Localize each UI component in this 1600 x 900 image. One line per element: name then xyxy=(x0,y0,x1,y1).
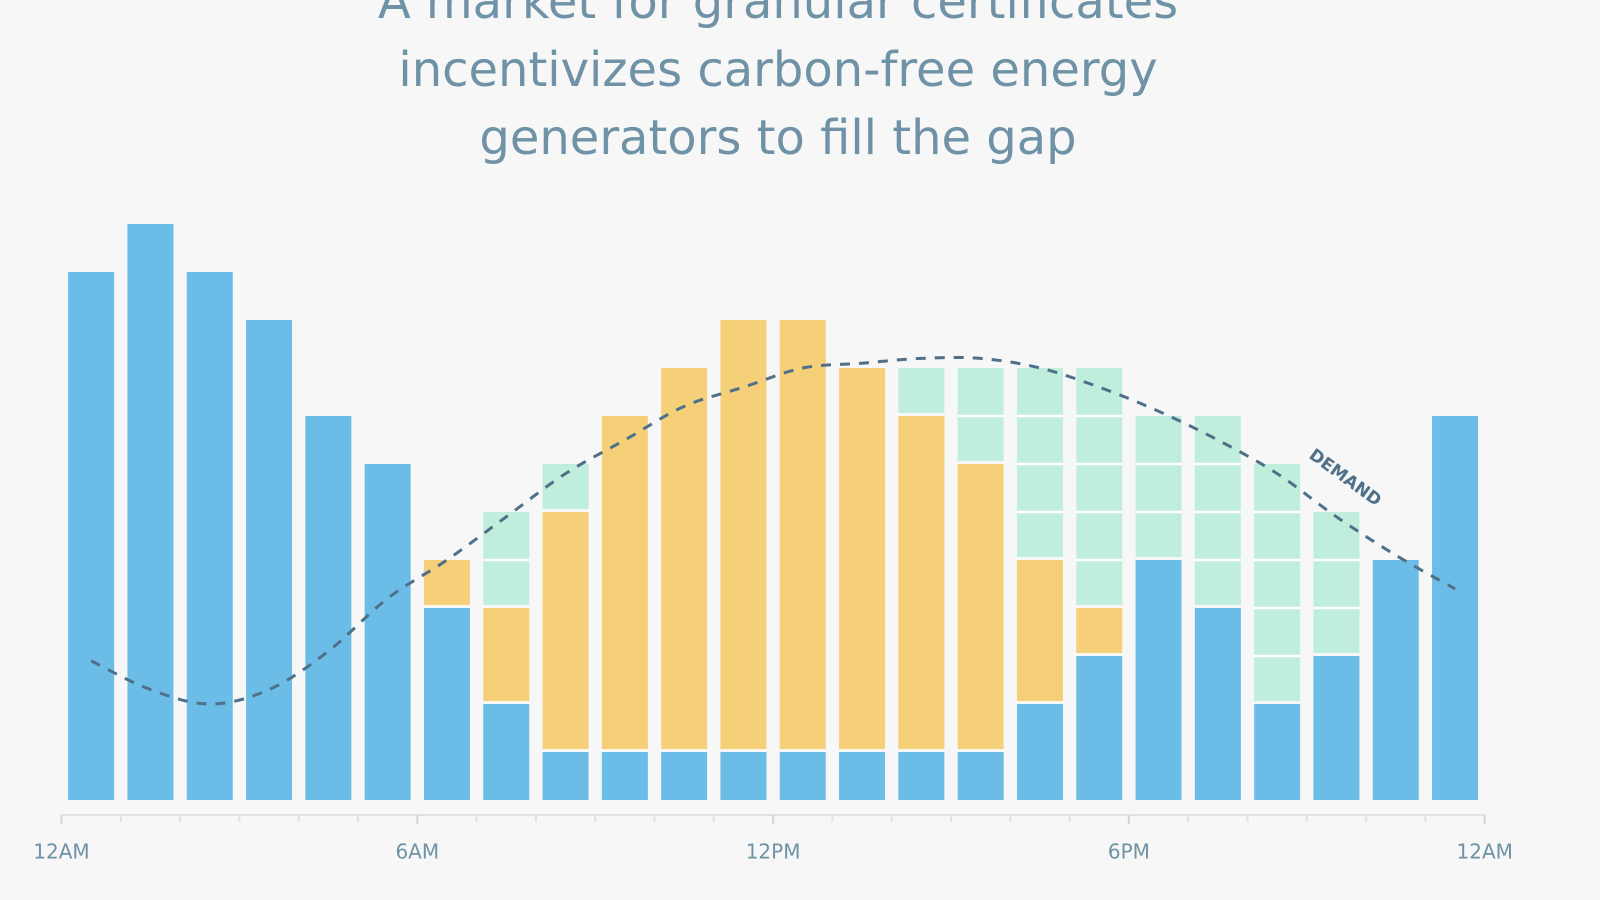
bar-segment xyxy=(898,752,945,800)
bar-segment xyxy=(1432,416,1479,800)
bar-segment xyxy=(542,464,589,509)
bar-segment xyxy=(779,320,826,749)
x-tick-label: 6AM xyxy=(395,840,439,864)
bar-segment xyxy=(68,272,115,800)
bar-segment xyxy=(839,368,886,749)
bar-segment xyxy=(1076,656,1123,800)
bar-segment xyxy=(601,752,648,800)
bar-segment xyxy=(186,272,233,800)
bar-segment xyxy=(423,608,470,800)
bar-segment xyxy=(720,320,767,749)
bar-segment xyxy=(483,608,530,701)
bar-segment xyxy=(1135,560,1182,800)
bar-segment xyxy=(1076,368,1123,605)
bar-segment xyxy=(1194,608,1241,800)
bar-segment xyxy=(957,752,1004,800)
bar-segment xyxy=(1313,656,1360,800)
bar-segment xyxy=(898,368,945,413)
bar-segment xyxy=(483,512,530,605)
chart-title: A market for granular certificates xyxy=(378,0,1178,30)
bar-segment xyxy=(601,416,648,749)
bar-segment xyxy=(1372,560,1419,800)
bar-segment xyxy=(720,752,767,800)
bar-segment xyxy=(957,464,1004,749)
chart-title: incentivizes carbon-free energy xyxy=(398,42,1157,98)
x-tick-label: 6PM xyxy=(1108,840,1150,864)
x-tick-label: 12AM xyxy=(1457,840,1513,864)
bar-segment xyxy=(542,512,589,749)
bar-segment xyxy=(1194,416,1241,605)
bar-segment xyxy=(246,320,293,800)
bar-segment xyxy=(1135,416,1182,557)
bar-segment xyxy=(779,752,826,800)
bar-segment xyxy=(1313,512,1360,653)
bar-segment xyxy=(542,752,589,800)
bar-segment xyxy=(305,416,352,800)
bar-segment xyxy=(839,752,886,800)
bar-segment xyxy=(423,560,470,605)
bar-segment xyxy=(127,224,174,800)
bar-segment xyxy=(1254,464,1301,701)
x-tick-label: 12AM xyxy=(33,840,89,864)
x-tick-label: 12PM xyxy=(746,840,801,864)
bar-segment xyxy=(898,416,945,749)
chart-title: generators to fill the gap xyxy=(479,110,1076,166)
bar-segment xyxy=(1016,704,1063,800)
bar-segment xyxy=(957,368,1004,461)
demand-line xyxy=(90,355,1456,706)
bar-segment xyxy=(364,464,411,800)
bar-segment xyxy=(661,752,708,800)
bar-segment xyxy=(1076,608,1123,653)
bar-segment xyxy=(661,368,708,749)
bar-segment xyxy=(483,704,530,800)
bar-segment xyxy=(1016,368,1063,557)
bar-segment xyxy=(1016,560,1063,701)
bar-segment xyxy=(1254,704,1301,800)
